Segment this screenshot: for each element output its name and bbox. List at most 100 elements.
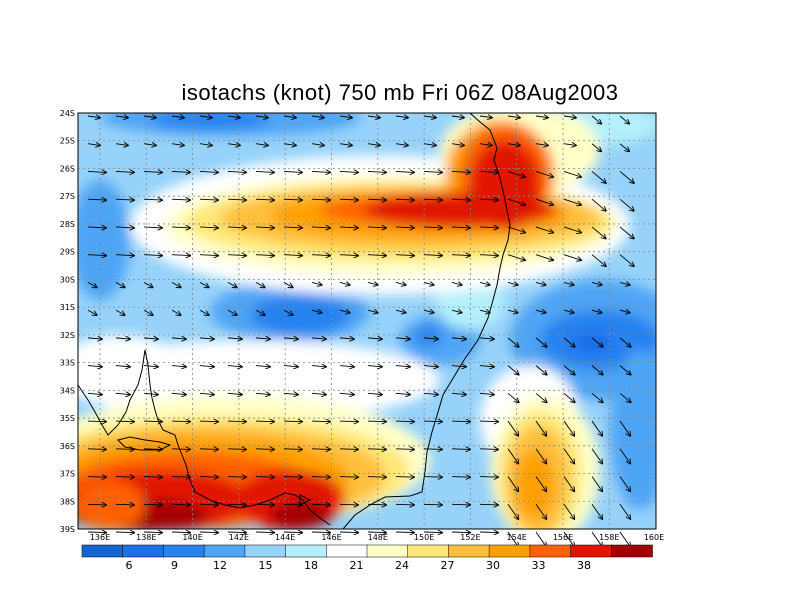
wind-arrow bbox=[227, 309, 237, 315]
wind-arrow bbox=[115, 199, 134, 200]
wind-arrow bbox=[171, 144, 184, 146]
lon-label: 150E bbox=[414, 533, 434, 542]
wind-arrow bbox=[339, 116, 352, 118]
wind-arrow bbox=[619, 337, 631, 347]
lat-label: 36S bbox=[60, 442, 75, 451]
wind-arrow bbox=[283, 338, 298, 339]
wind-arrow bbox=[479, 393, 494, 394]
wind-arrow bbox=[143, 366, 158, 367]
wind-arrow bbox=[367, 449, 386, 450]
wind-arrow bbox=[535, 116, 548, 118]
wind-arrow bbox=[619, 115, 629, 124]
wind-arrow bbox=[199, 421, 218, 422]
wind-arrow bbox=[563, 448, 574, 464]
wind-arrow bbox=[255, 477, 274, 478]
wind-arrow bbox=[591, 226, 606, 239]
wind-arrow bbox=[591, 143, 601, 152]
wind-arrow bbox=[619, 226, 634, 239]
wind-arrow bbox=[395, 199, 414, 200]
lat-label: 38S bbox=[60, 497, 75, 506]
wind-arrow bbox=[479, 504, 498, 505]
lat-label: 33S bbox=[60, 359, 75, 368]
wind-arrow bbox=[171, 199, 190, 200]
wind-arrow bbox=[563, 226, 581, 233]
wind-arrow bbox=[87, 199, 106, 200]
wind-arrow bbox=[115, 532, 134, 533]
wind-arrow bbox=[199, 116, 212, 118]
wind-arrow bbox=[255, 421, 274, 422]
wind-arrow bbox=[283, 227, 302, 228]
wind-arrow bbox=[227, 366, 242, 367]
wind-arrow bbox=[143, 116, 156, 118]
colorbar-swatch bbox=[122, 544, 165, 558]
wind-arrow bbox=[535, 310, 546, 313]
wind-arrow bbox=[199, 282, 209, 287]
wind-arrow bbox=[395, 366, 410, 367]
wind-arrow bbox=[227, 477, 246, 478]
wind-arrow bbox=[423, 421, 442, 422]
wind-arrow bbox=[535, 392, 547, 402]
wind-arrow bbox=[395, 282, 406, 285]
wind-arrow bbox=[87, 366, 102, 367]
wind-arrow bbox=[423, 366, 438, 367]
wind-arrow bbox=[339, 421, 358, 422]
wind-arrow bbox=[535, 365, 547, 375]
wind-arrow bbox=[143, 532, 162, 533]
wind-arrow bbox=[87, 477, 106, 478]
wind-arrow bbox=[591, 365, 603, 375]
wind-arrow bbox=[227, 255, 246, 256]
wind-arrow bbox=[143, 171, 162, 172]
wind-arrow bbox=[339, 171, 358, 172]
colorbar-label: 30 bbox=[486, 559, 500, 572]
wind-arrow bbox=[339, 393, 354, 394]
wind-arrow bbox=[395, 171, 414, 172]
wind-arrow bbox=[283, 477, 302, 478]
wind-arrow bbox=[479, 171, 498, 172]
wind-arrow bbox=[143, 199, 162, 200]
wind-arrow bbox=[227, 421, 246, 422]
lat-label: 34S bbox=[60, 386, 75, 395]
wind-arrow bbox=[255, 532, 274, 533]
wind-arrow bbox=[535, 337, 547, 347]
wind-arrow bbox=[339, 255, 358, 256]
wind-arrow bbox=[451, 227, 470, 228]
wind-arrow bbox=[199, 366, 214, 367]
wind-arrow bbox=[339, 227, 358, 228]
wind-arrow bbox=[535, 504, 546, 519]
wind-arrow bbox=[283, 449, 302, 450]
wind-arrow bbox=[199, 449, 218, 450]
colorbar-label: 27 bbox=[441, 559, 455, 572]
wind-arrow bbox=[87, 338, 102, 339]
wind-arrow bbox=[395, 227, 414, 228]
wind-arrow bbox=[507, 144, 520, 146]
wind-arrow bbox=[199, 227, 218, 228]
wind-arrow bbox=[367, 393, 382, 394]
wind-arrow bbox=[619, 420, 630, 436]
wind-arrow bbox=[143, 421, 162, 422]
colorbar-label: 24 bbox=[395, 559, 409, 572]
wind-arrow bbox=[115, 227, 134, 228]
wind-arrow bbox=[479, 199, 498, 200]
wind-arrow bbox=[115, 449, 134, 450]
wind-arrow bbox=[423, 171, 442, 172]
colorbar-swatch bbox=[611, 544, 653, 558]
wind-arrow bbox=[591, 392, 603, 402]
wind-arrow bbox=[591, 282, 602, 285]
wind-arrow bbox=[115, 116, 128, 118]
wind-arrow bbox=[115, 282, 125, 287]
wind-arrow bbox=[87, 255, 106, 256]
lon-label: 154E bbox=[507, 533, 527, 542]
wind-arrow bbox=[283, 421, 302, 422]
wind-arrow bbox=[591, 448, 602, 464]
wind-arrow bbox=[451, 477, 470, 478]
wind-arrow bbox=[199, 338, 214, 339]
wind-arrow bbox=[143, 282, 153, 287]
wind-arrow bbox=[451, 255, 470, 256]
wind-arrow bbox=[339, 449, 358, 450]
wind-arrow bbox=[563, 476, 574, 492]
wind-arrow bbox=[563, 531, 574, 547]
wind-arrow bbox=[507, 337, 519, 347]
wind-arrow bbox=[115, 504, 134, 505]
wind-arrow bbox=[395, 477, 414, 478]
